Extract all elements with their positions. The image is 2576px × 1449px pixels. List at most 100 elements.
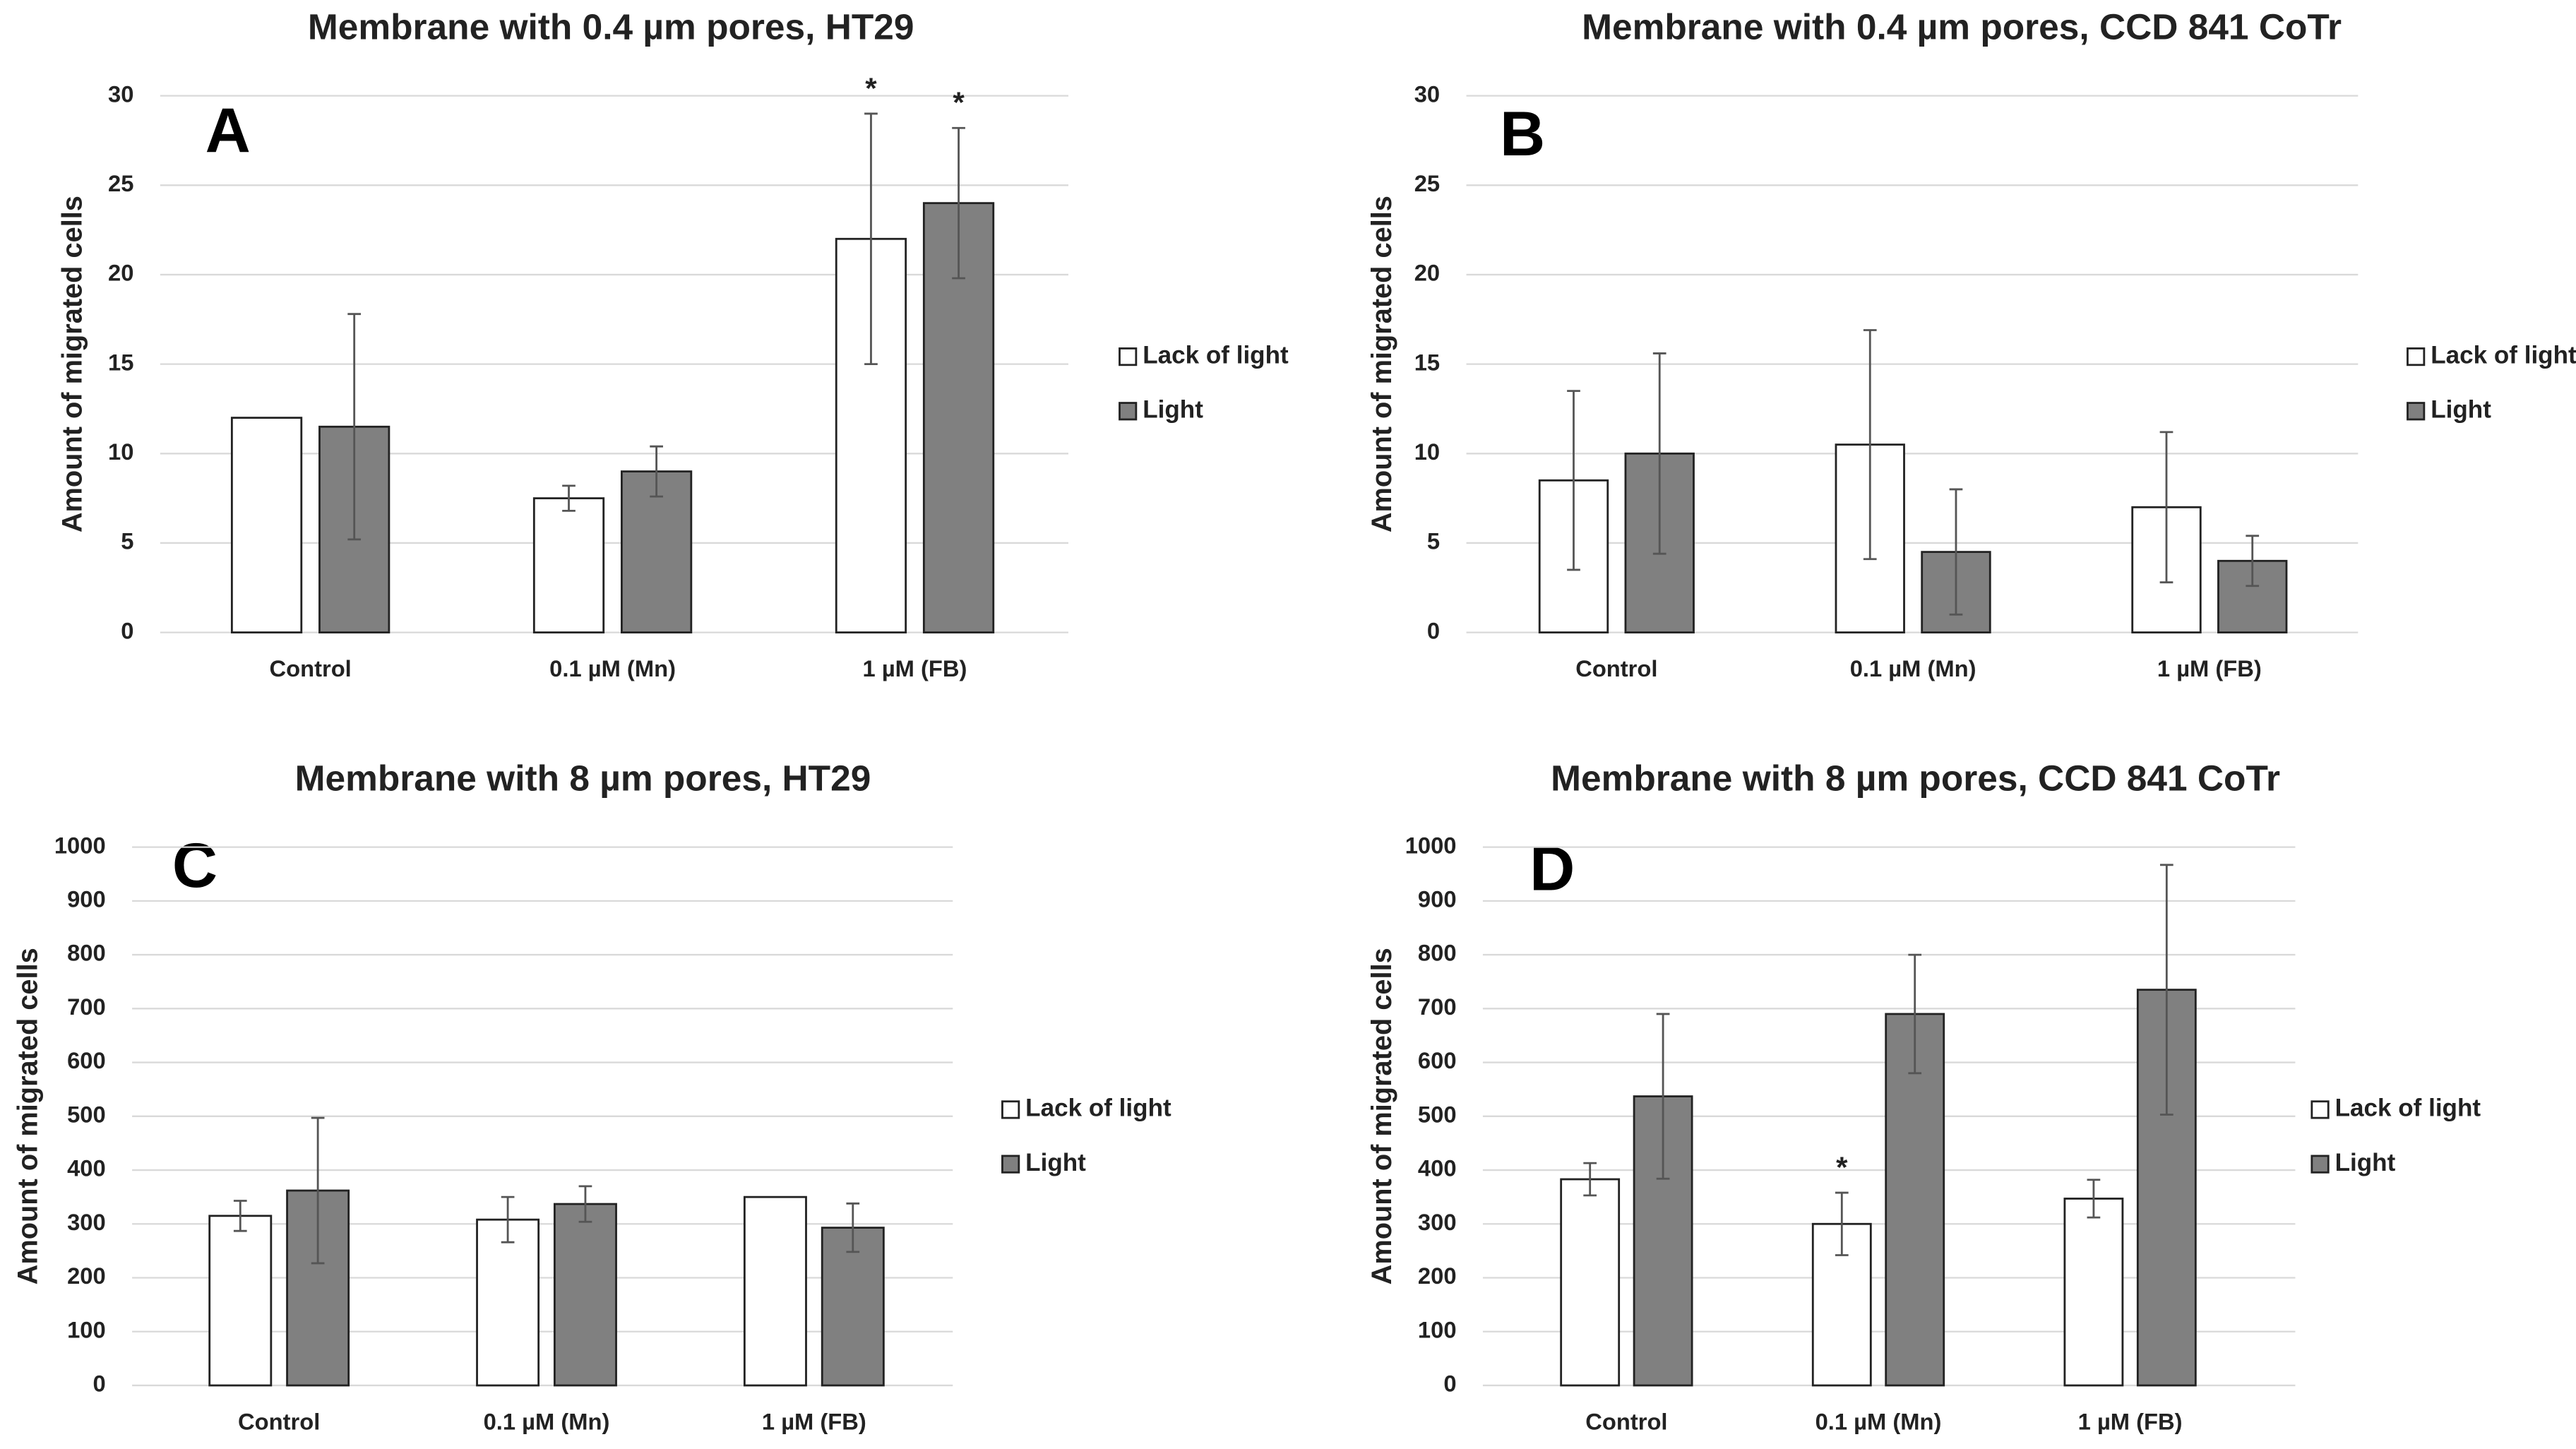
bar xyxy=(821,1227,885,1387)
y-tick-label: 20 xyxy=(1414,260,1440,286)
x-tick-label: Control xyxy=(1575,655,1657,681)
y-tick-label: 25 xyxy=(108,170,133,196)
y-tick-label: 400 xyxy=(67,1155,106,1181)
y-tick-label: 900 xyxy=(1418,886,1457,912)
y-tick-label: 200 xyxy=(1418,1263,1457,1289)
y-tick-label: 10 xyxy=(108,439,133,465)
bar xyxy=(532,497,605,634)
legend-swatch xyxy=(2407,402,2426,421)
legend-label: Light xyxy=(1025,1149,1086,1176)
bar xyxy=(286,1189,350,1387)
significance-mark: * xyxy=(865,71,877,105)
y-tick-label: 800 xyxy=(67,940,106,966)
x-tick-label: 0.1 µM (Mn) xyxy=(549,655,676,681)
error-bar xyxy=(1567,390,1580,571)
bar xyxy=(1560,1178,1621,1387)
y-tick-label: 100 xyxy=(1418,1316,1457,1342)
significance-mark: * xyxy=(1836,1150,1848,1183)
legend-swatch xyxy=(1001,1100,1020,1119)
bar xyxy=(743,1195,807,1387)
y-tick-label: 500 xyxy=(1418,1101,1457,1127)
bar xyxy=(2063,1198,2124,1387)
error-bar xyxy=(1949,488,1963,616)
y-tick-label: 700 xyxy=(1418,994,1457,1020)
legend-swatch xyxy=(2310,1100,2330,1119)
error-bar xyxy=(650,445,663,498)
legend-label: Light xyxy=(2335,1149,2396,1176)
y-tick-label: 20 xyxy=(108,260,133,286)
legend-label: Lack of light xyxy=(2335,1095,2481,1122)
chart-title: Membrane with 8 µm pores, HT29 xyxy=(295,758,871,799)
significance-mark: * xyxy=(953,86,965,119)
legend-label: Lack of light xyxy=(1025,1095,1171,1122)
y-axis-label: Amount of migrated cells xyxy=(57,196,88,532)
y-tick-label: 800 xyxy=(1418,940,1457,966)
legend-swatch xyxy=(2407,347,2426,366)
error-bar xyxy=(562,484,576,512)
error-bar xyxy=(1652,352,1666,555)
y-tick-label: 5 xyxy=(121,528,133,554)
x-tick-label: 0.1 µM (Mn) xyxy=(1815,1408,1942,1434)
error-bar xyxy=(1656,1013,1670,1180)
bar xyxy=(553,1203,617,1387)
y-axis-label: Amount of migrated cells xyxy=(1366,948,1397,1284)
x-tick-label: 0.1 µM (Mn) xyxy=(484,1408,610,1434)
legend-label: Light xyxy=(1143,396,1203,424)
legend-swatch xyxy=(2310,1155,2330,1174)
error-bar xyxy=(1835,1191,1849,1256)
error-bar xyxy=(347,313,362,541)
error-bar xyxy=(952,126,965,280)
y-tick-label: 15 xyxy=(1414,349,1440,375)
x-tick-label: 0.1 µM (Mn) xyxy=(1850,655,1976,681)
error-bar xyxy=(2246,535,2260,588)
error-bar xyxy=(846,1202,860,1253)
y-tick-label: 5 xyxy=(1427,528,1440,554)
y-tick-label: 300 xyxy=(1418,1209,1457,1235)
y-tick-label: 0 xyxy=(1427,617,1440,643)
y-tick-label: 500 xyxy=(67,1101,106,1127)
chart-title: Membrane with 0.4 µm pores, CCD 841 CoTr xyxy=(1582,6,2342,47)
legend-swatch xyxy=(1119,347,1138,366)
y-tick-label: 600 xyxy=(67,1047,106,1073)
x-tick-label: 1 µM (FB) xyxy=(863,655,967,681)
legend-label: Lack of light xyxy=(2431,341,2576,369)
bar xyxy=(230,417,303,634)
error-bar xyxy=(233,1200,247,1232)
panel-letter: A xyxy=(205,95,251,165)
chart-title: Membrane with 0.4 µm pores, HT29 xyxy=(308,6,914,47)
y-tick-label: 100 xyxy=(67,1316,106,1342)
error-bar xyxy=(501,1195,515,1244)
y-tick-label: 1000 xyxy=(54,832,106,858)
legend-swatch xyxy=(1119,402,1138,421)
y-axis-label: Amount of migrated cells xyxy=(13,948,44,1284)
y-tick-label: 200 xyxy=(67,1263,106,1289)
error-bar xyxy=(2159,864,2174,1116)
x-tick-label: 1 µM (FB) xyxy=(762,1408,866,1434)
panel-letter: D xyxy=(1530,834,1575,904)
legend-label: Light xyxy=(2431,396,2491,424)
x-tick-label: 1 µM (FB) xyxy=(2157,655,2262,681)
legend-swatch xyxy=(1001,1155,1020,1174)
y-tick-label: 30 xyxy=(108,80,133,107)
bar xyxy=(208,1215,273,1387)
error-bar xyxy=(2159,431,2174,584)
error-bar xyxy=(311,1116,325,1265)
bar xyxy=(621,470,693,634)
chart-title: Membrane with 8 µm pores, CCD 841 CoTr xyxy=(1551,758,2280,799)
error-bar xyxy=(1908,953,1922,1075)
legend-label: Lack of light xyxy=(1143,341,1289,369)
y-tick-label: 600 xyxy=(1418,1047,1457,1073)
error-bar xyxy=(578,1185,592,1223)
x-tick-label: Control xyxy=(269,655,351,681)
y-tick-label: 0 xyxy=(1443,1371,1456,1397)
x-tick-label: Control xyxy=(1585,1408,1667,1434)
y-tick-label: 700 xyxy=(67,994,106,1020)
y-tick-label: 900 xyxy=(67,886,106,912)
y-tick-label: 300 xyxy=(67,1209,106,1235)
bar xyxy=(835,237,907,634)
y-tick-label: 10 xyxy=(1414,439,1440,465)
y-tick-label: 15 xyxy=(108,349,133,375)
y-tick-label: 0 xyxy=(93,1371,105,1397)
